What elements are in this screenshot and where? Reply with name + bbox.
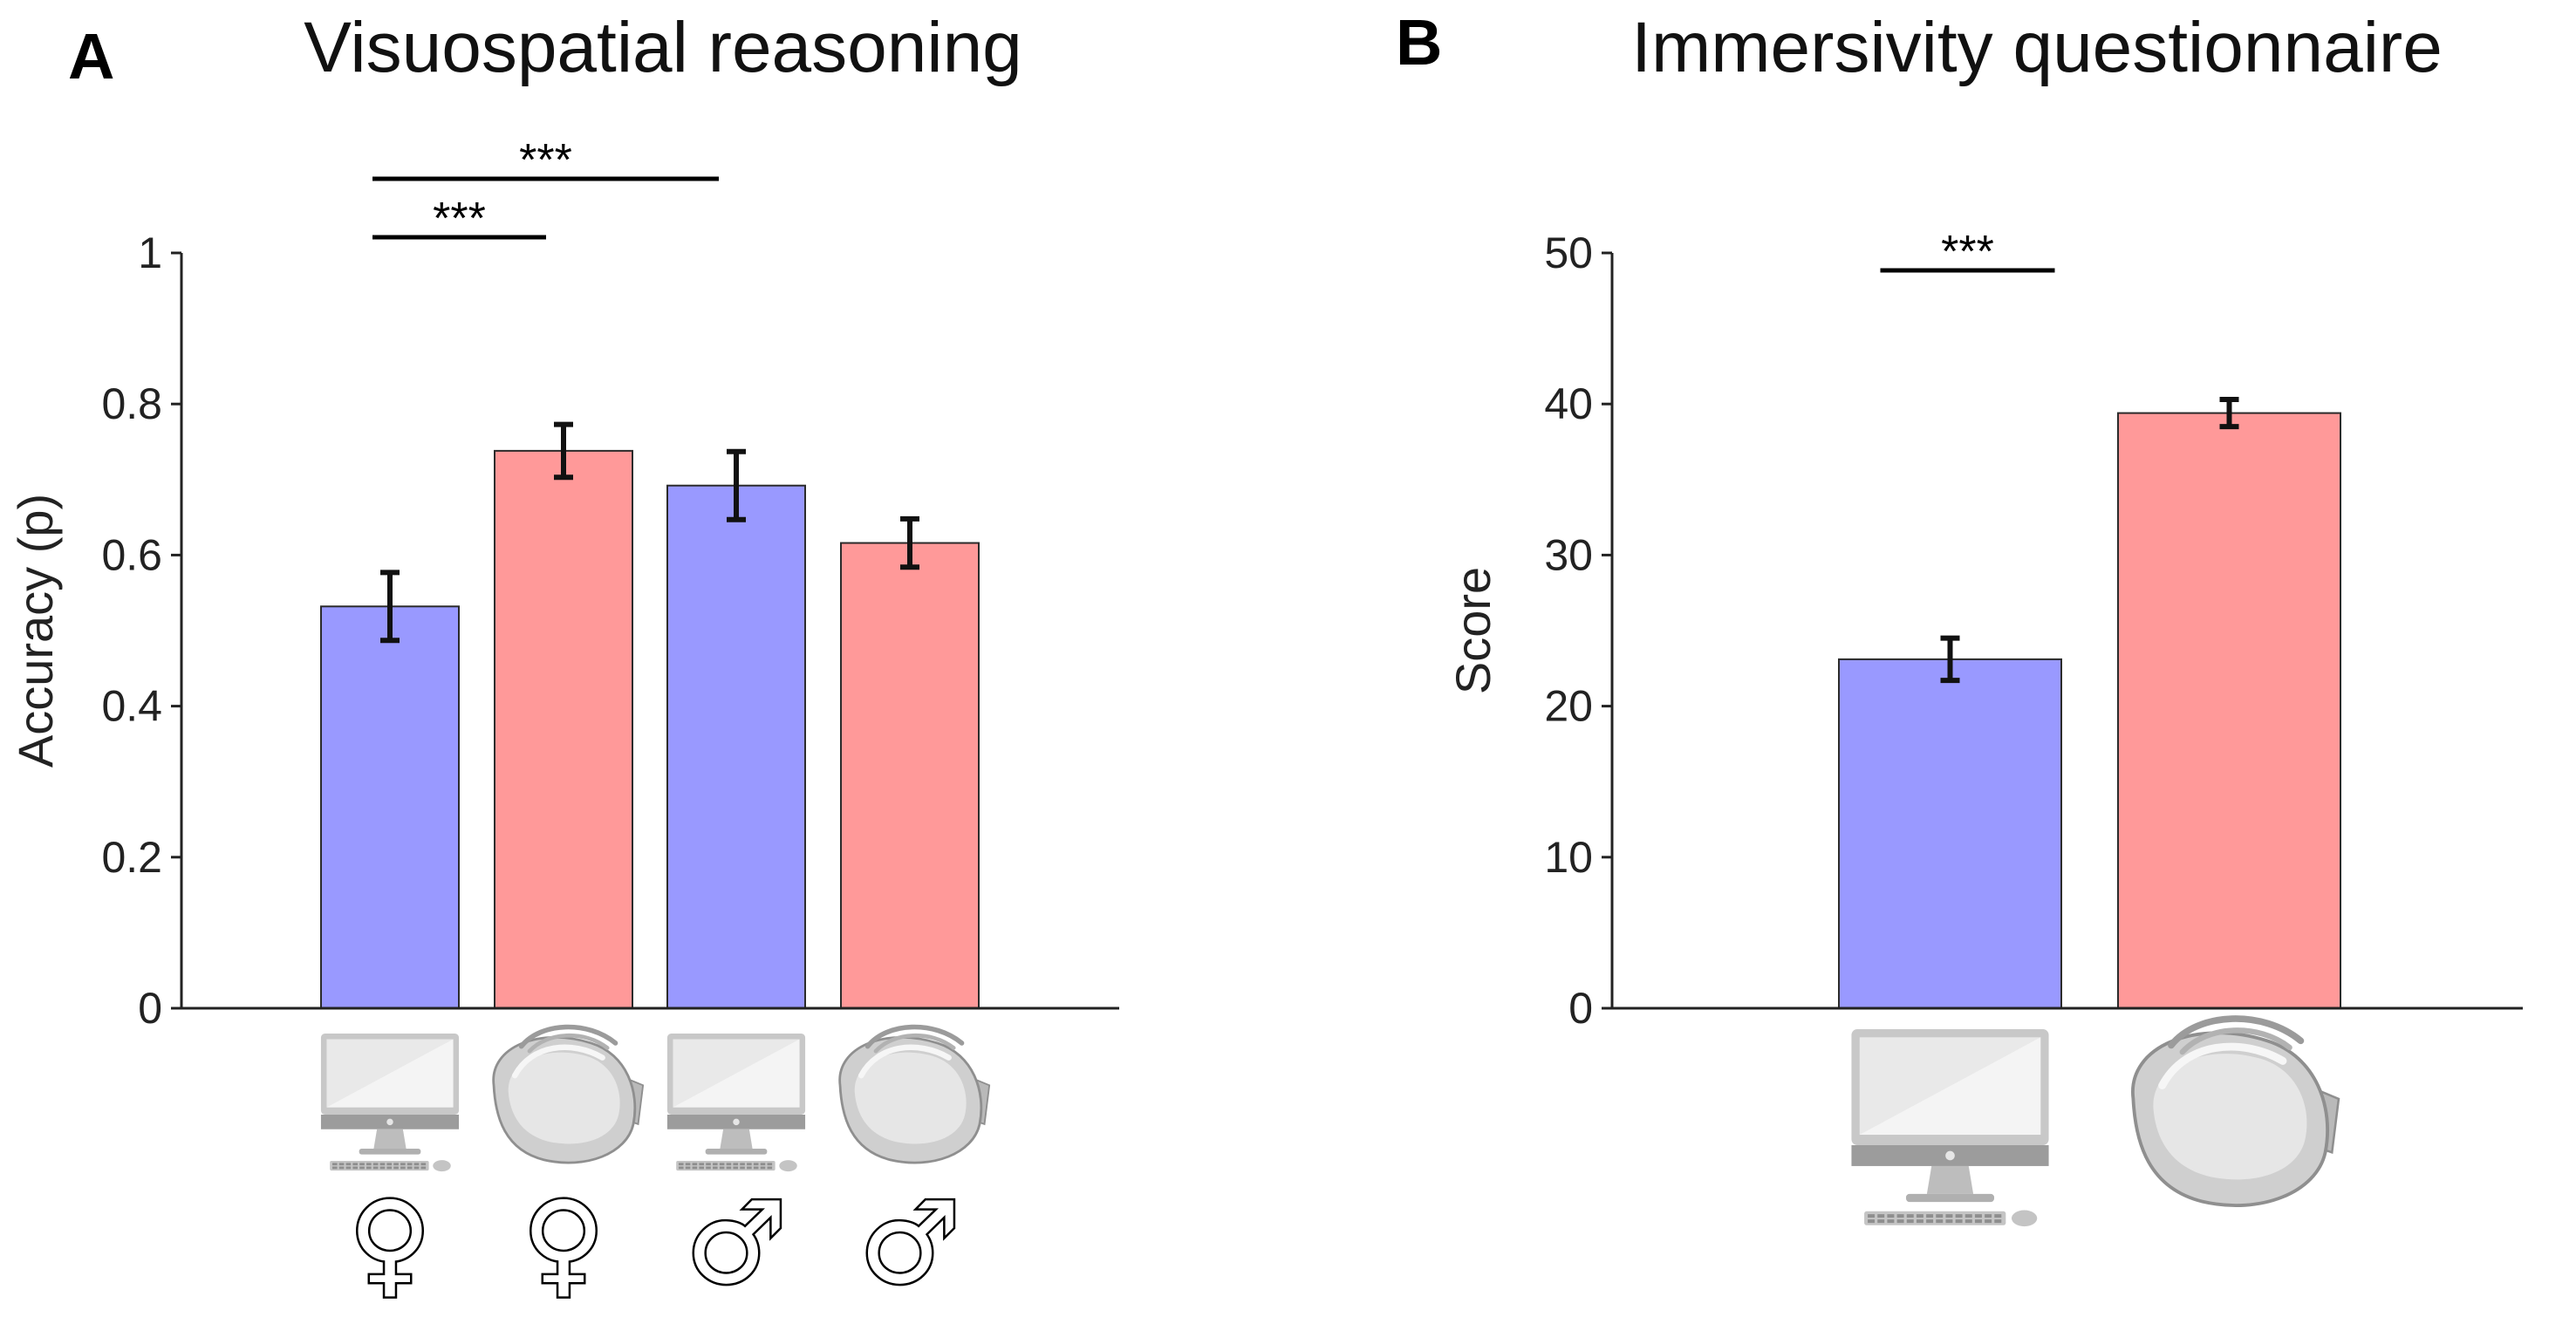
y-tick-label: 40 bbox=[1544, 379, 1593, 428]
error-bar bbox=[554, 421, 573, 481]
monitor-icon bbox=[666, 1034, 806, 1172]
significance-label: *** bbox=[1941, 227, 1994, 277]
bar bbox=[1838, 658, 2062, 1010]
panel-b-title: Immersivity questionnaire bbox=[1631, 8, 2443, 87]
y-tick-label: 10 bbox=[1544, 833, 1593, 882]
bar bbox=[494, 449, 633, 1009]
y-tick-label: 1 bbox=[138, 229, 162, 277]
panel-b-letter: B bbox=[1396, 6, 1442, 78]
significance-label: *** bbox=[519, 135, 572, 186]
error-bar bbox=[380, 570, 400, 644]
error-bar bbox=[2219, 397, 2239, 430]
bar bbox=[2117, 412, 2341, 1010]
panel-b: B Immersivity questionnaire 0 10 20 30 40 50 S… bbox=[1396, 6, 2523, 1227]
panel-a-letter: A bbox=[68, 20, 114, 92]
y-tick-label: 0.8 bbox=[101, 379, 162, 428]
error-bar bbox=[900, 515, 919, 570]
y-tick-label: 20 bbox=[1544, 682, 1593, 731]
y-tick-label: 0.6 bbox=[101, 530, 162, 579]
y-tick-label: 0 bbox=[1568, 984, 1593, 1033]
significance-label: *** bbox=[433, 194, 486, 244]
monitor-icon bbox=[1851, 1029, 2049, 1227]
bar bbox=[320, 605, 460, 1010]
error-bar bbox=[727, 448, 746, 522]
error-bar bbox=[1940, 635, 1960, 684]
bar bbox=[666, 484, 806, 1009]
y-tick-label: 50 bbox=[1544, 229, 1593, 277]
y-axis-label: Accuracy (p) bbox=[8, 494, 63, 768]
panel-a: A Visuospatial reasoning 0 0.2 0.4 0.6 0.8 1 A… bbox=[8, 8, 1119, 1312]
y-axis-label: Score bbox=[1445, 567, 1500, 694]
vr-headset-icon bbox=[2131, 1015, 2340, 1207]
vr-headset-icon bbox=[492, 1024, 645, 1164]
plot-b: 0 10 20 30 40 50 Score *** bbox=[1445, 227, 2523, 1227]
y-tick-label: 0.2 bbox=[101, 833, 162, 882]
male-symbol-icon: ♂ bbox=[859, 1177, 961, 1309]
vr-headset-icon bbox=[838, 1024, 991, 1164]
panel-a-title: Visuospatial reasoning bbox=[304, 8, 1022, 87]
y-tick-label: 0.4 bbox=[101, 682, 162, 731]
y-tick-label: 30 bbox=[1544, 530, 1593, 579]
male-symbol-icon: ♂ bbox=[686, 1177, 788, 1309]
female-symbol-icon: ♀ bbox=[522, 1177, 605, 1309]
female-symbol-icon: ♀ bbox=[348, 1177, 431, 1309]
plot-a: 0 0.2 0.4 0.6 0.8 1 Accuracy (p) *** *** ♀ ♀ ♂ ♂ bbox=[8, 135, 1119, 1312]
bar bbox=[840, 542, 980, 1009]
y-tick-label: 0 bbox=[138, 984, 162, 1033]
monitor-icon bbox=[320, 1034, 460, 1172]
